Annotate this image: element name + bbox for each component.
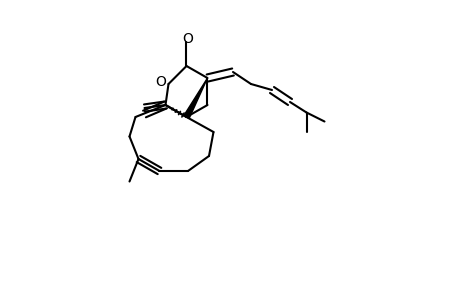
Text: O: O bbox=[182, 32, 193, 46]
Polygon shape bbox=[184, 78, 207, 118]
Text: O: O bbox=[155, 76, 166, 89]
